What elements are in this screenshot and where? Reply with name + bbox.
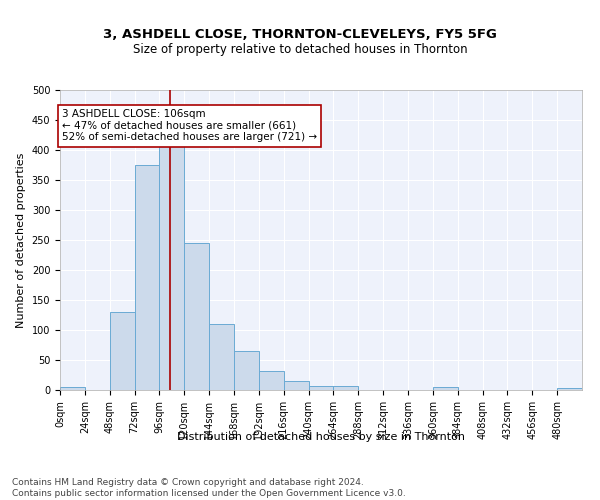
Text: Size of property relative to detached houses in Thornton: Size of property relative to detached ho… (133, 42, 467, 56)
Bar (284, 381, 308, 390)
Bar (334, 386, 358, 390)
Text: 3, ASHDELL CLOSE, THORNTON-CLEVELEYS, FY5 5FG: 3, ASHDELL CLOSE, THORNTON-CLEVELEYS, FY… (103, 28, 497, 40)
Text: 3 ASHDELL CLOSE: 106sqm
← 47% of detached houses are smaller (661)
52% of semi-d: 3 ASHDELL CLOSE: 106sqm ← 47% of detache… (62, 109, 317, 142)
Bar (110, 312, 134, 390)
Bar (557, 388, 582, 390)
Text: Distribution of detached houses by size in Thornton: Distribution of detached houses by size … (177, 432, 465, 442)
Bar (433, 387, 458, 390)
Bar (209, 324, 234, 390)
Bar (160, 141, 184, 390)
Bar (234, 351, 259, 390)
Y-axis label: Number of detached properties: Number of detached properties (16, 152, 26, 328)
Bar (259, 371, 284, 390)
Text: Contains HM Land Registry data © Crown copyright and database right 2024.
Contai: Contains HM Land Registry data © Crown c… (12, 478, 406, 498)
Bar (60, 387, 85, 390)
Bar (308, 386, 334, 390)
Bar (134, 165, 160, 390)
Bar (184, 243, 209, 390)
